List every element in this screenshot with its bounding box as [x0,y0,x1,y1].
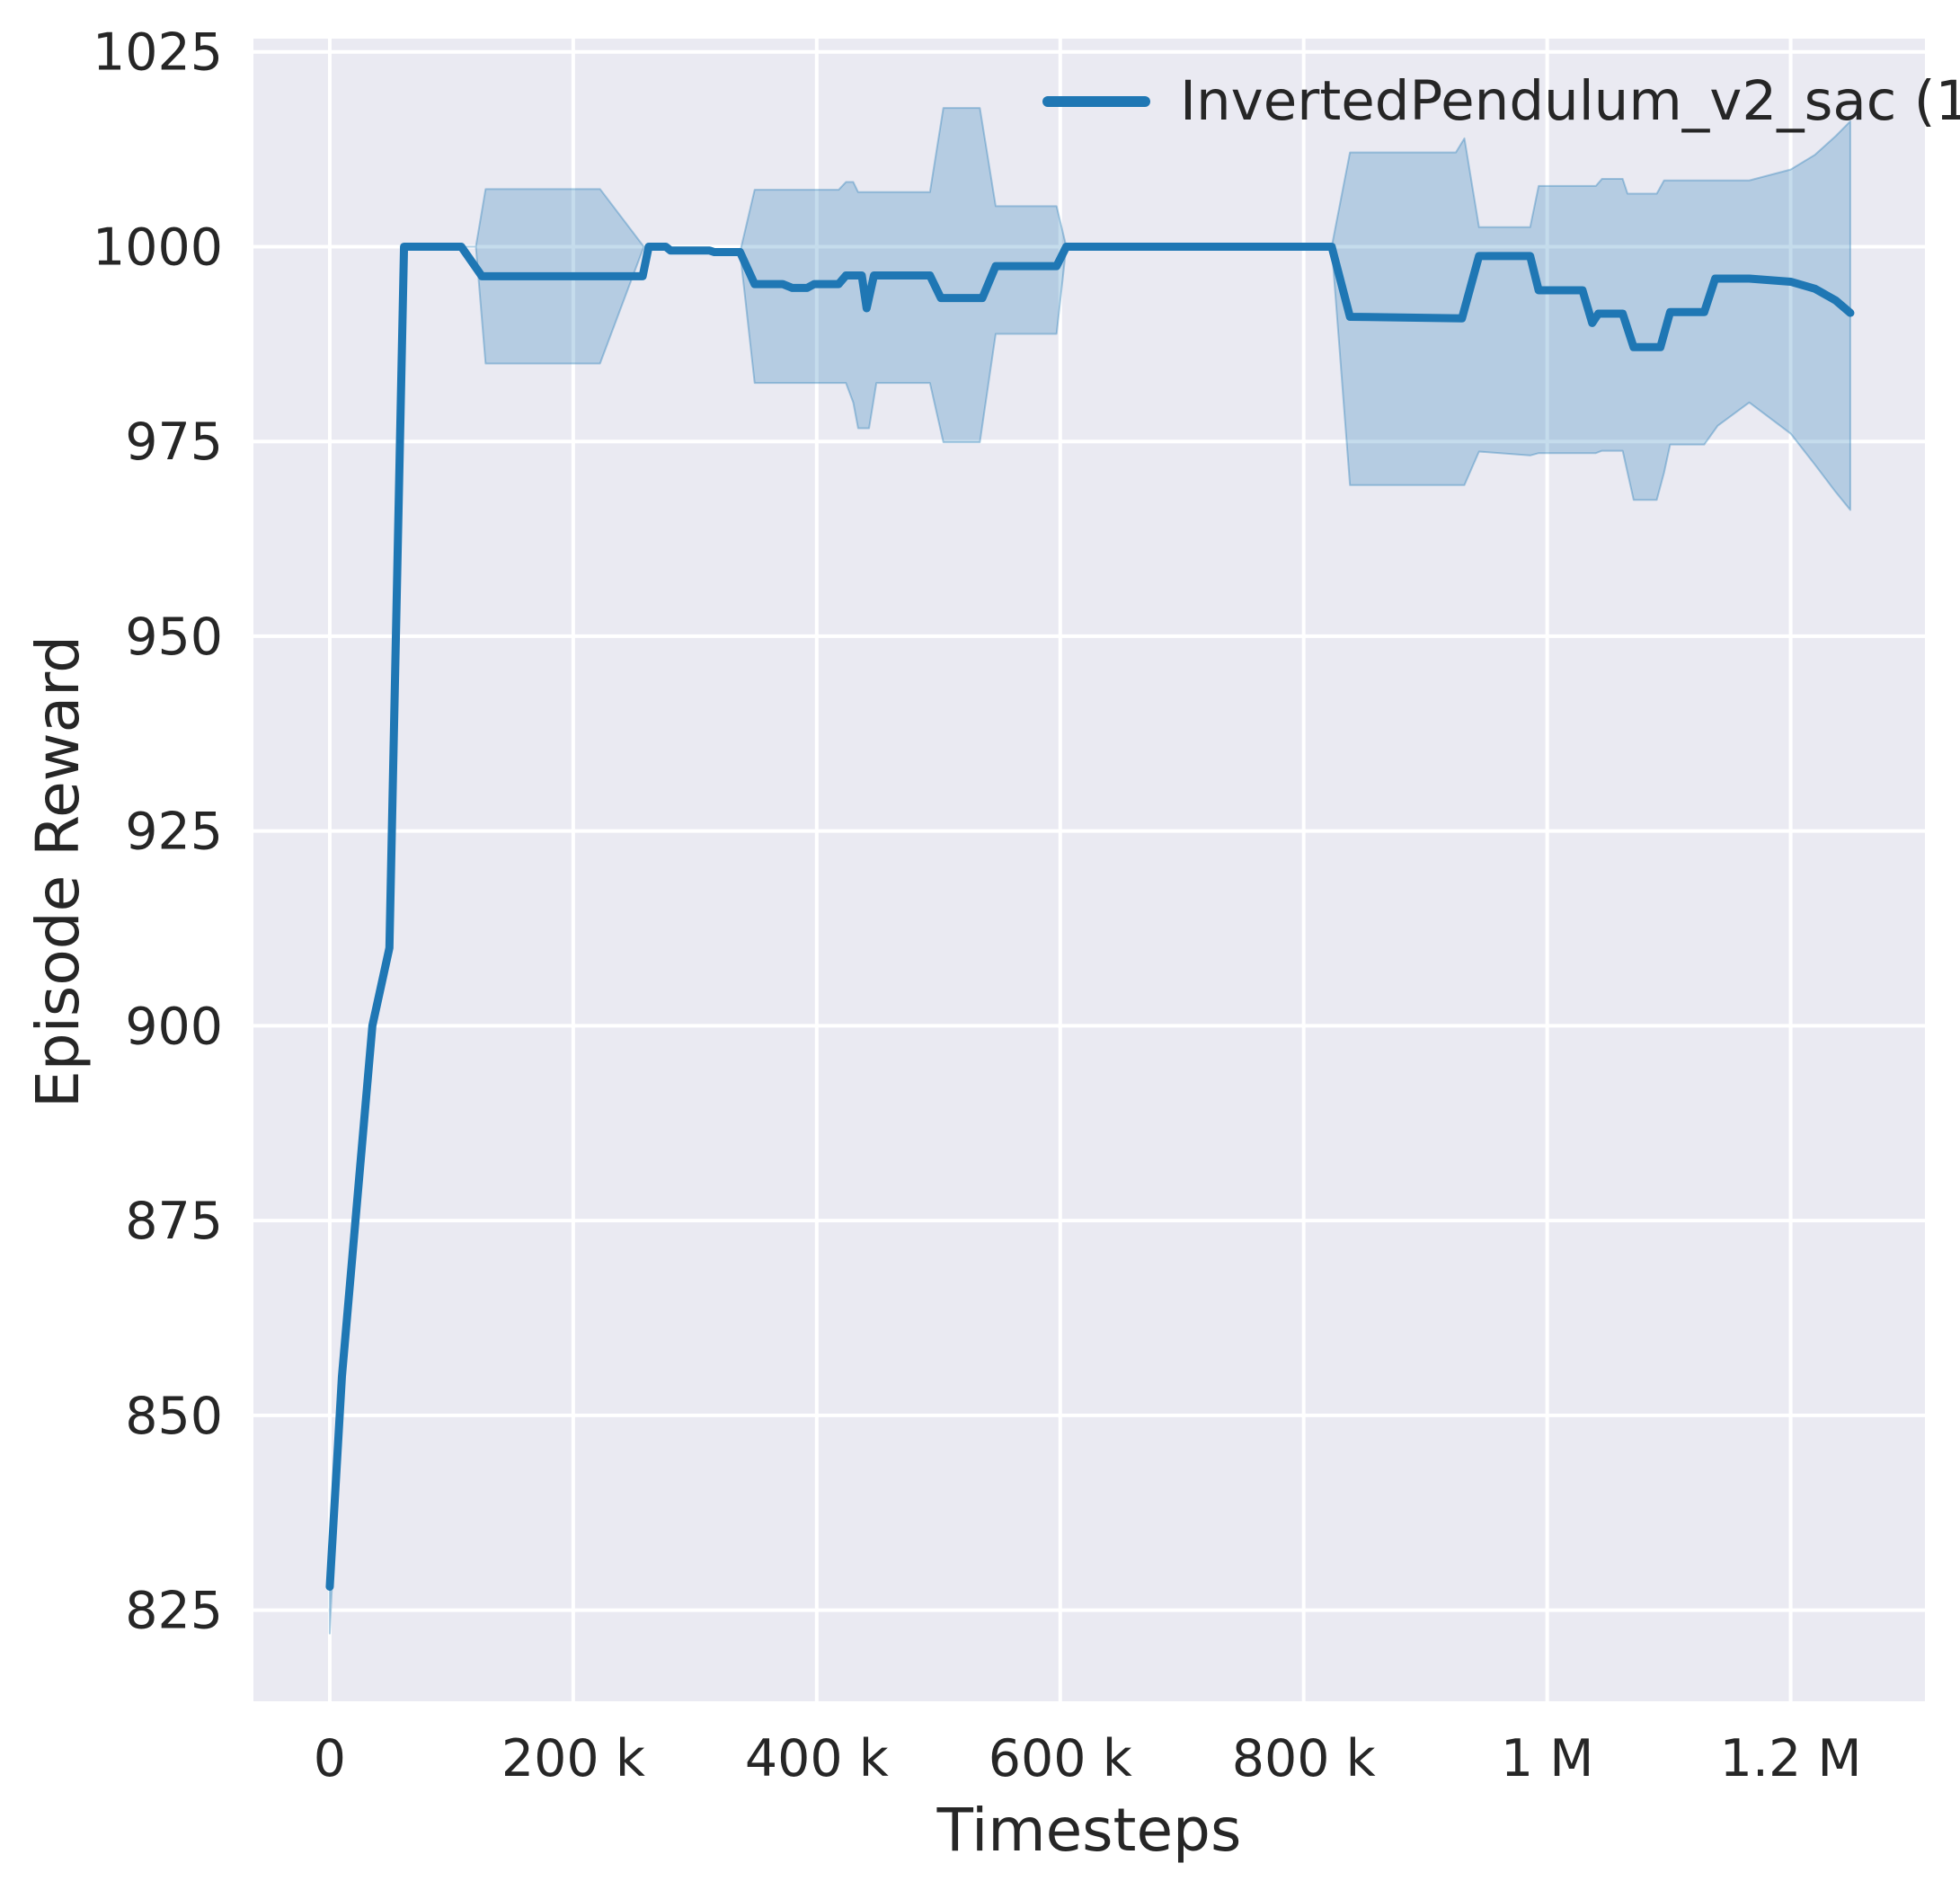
series-line [325,242,1855,1592]
y-tick-label: 1025 [93,23,223,83]
y-tick-label: 1000 [93,217,223,277]
y-tick-label: 900 [125,997,223,1056]
x-tick-label: 800 k [1232,1729,1376,1788]
x-tick-label: 200 k [501,1729,645,1788]
y-tick-label: 850 [125,1387,223,1446]
x-tick-label: 1.2 M [1720,1729,1862,1788]
x-tick-label: 0 [314,1729,346,1788]
legend: InvertedPendulum_v2_sac (10) [1042,74,1960,129]
y-axis-label: Episode Reward [23,635,93,1108]
x-tick-label: 600 k [989,1729,1132,1788]
x-axis-label: Timesteps [936,1796,1242,1865]
y-tick-label: 925 [125,803,223,862]
y-tick-label: 875 [125,1192,223,1251]
y-tick-label: 950 [125,608,223,667]
confidence-band [328,107,1851,1635]
legend-line-swatch [1042,96,1150,107]
legend-label: InvertedPendulum_v2_sac (10) [1180,69,1960,133]
x-tick-label: 1 M [1501,1729,1594,1788]
plot-background [253,39,1925,1701]
x-tick-label: 400 k [745,1729,889,1788]
y-tick-label: 825 [125,1582,223,1641]
y-tick-label: 975 [125,413,223,472]
